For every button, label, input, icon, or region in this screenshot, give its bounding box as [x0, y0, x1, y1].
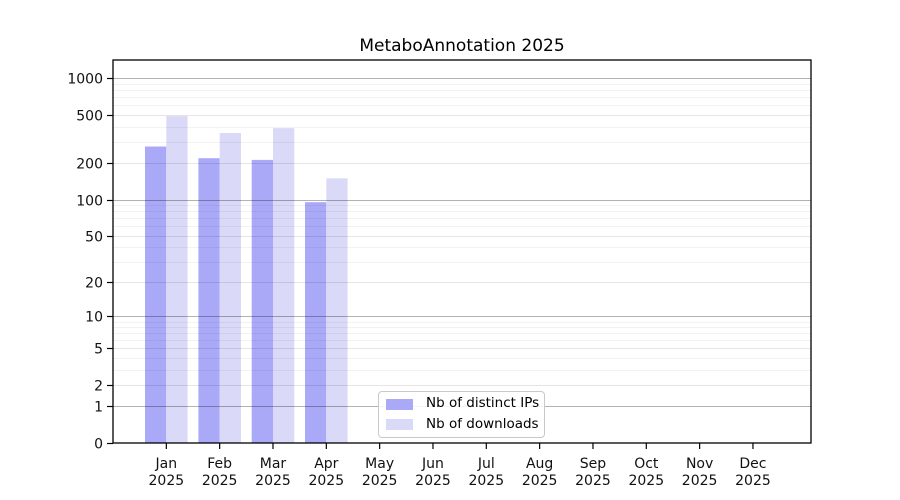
- bar-distinct-ips: [198, 158, 220, 443]
- chart-title: MetaboAnnotation 2025: [359, 36, 565, 56]
- plot-border: [112, 59, 812, 444]
- x-tick-label-month: Apr: [314, 456, 338, 472]
- legend-item-downloads: Nb of downloads: [386, 416, 539, 434]
- x-tick-label-year: 2025: [308, 473, 344, 489]
- bar-downloads: [326, 178, 348, 444]
- x-tick-label-year: 2025: [575, 473, 611, 489]
- x-tick-label-month: Aug: [526, 456, 553, 472]
- legend: Nb of distinct IPs Nb of downloads: [378, 391, 545, 438]
- x-tick-label-year: 2025: [415, 473, 451, 489]
- x-tick-label-year: 2025: [362, 473, 398, 489]
- bar-distinct-ips: [251, 159, 273, 443]
- x-tick-label-month: Nov: [686, 456, 713, 472]
- x-tick-label-year: 2025: [468, 473, 504, 489]
- y-tick-label: 1: [94, 400, 103, 416]
- y-tick-label: 500: [76, 109, 103, 125]
- x-tick-label-month: May: [365, 456, 394, 472]
- x-tick-label-year: 2025: [682, 473, 718, 489]
- x-tick-label-year: 2025: [149, 473, 185, 489]
- y-tick-label: 0: [94, 437, 103, 453]
- x-tick-label-year: 2025: [255, 473, 291, 489]
- x-tick-label-year: 2025: [522, 473, 558, 489]
- x-tick-label-year: 2025: [202, 473, 238, 489]
- y-tick-label: 200: [76, 157, 103, 173]
- bar-downloads: [219, 133, 241, 443]
- x-tick-label-month: Feb: [207, 456, 232, 472]
- y-tick-label: 50: [85, 230, 103, 246]
- x-tick-label-month: Sep: [580, 456, 607, 472]
- legend-swatch-downloads: [386, 419, 413, 431]
- legend-label-downloads: Nb of downloads: [426, 416, 539, 432]
- y-tick-label: 1000: [67, 72, 103, 88]
- bar-downloads: [166, 116, 188, 443]
- x-tick-label-month: Jul: [477, 456, 495, 472]
- x-tick-label-year: 2025: [735, 473, 771, 489]
- x-tick-label-year: 2025: [628, 473, 664, 489]
- bar-downloads: [273, 128, 295, 443]
- y-tick-label: 20: [85, 276, 103, 292]
- legend-label-distinct-ips: Nb of distinct IPs: [426, 395, 540, 412]
- x-tick-label-month: Dec: [739, 456, 766, 472]
- y-tick-label: 2: [94, 379, 103, 395]
- y-tick-label: 5: [94, 342, 103, 358]
- legend-swatch-distinct-ips: [386, 398, 413, 410]
- x-tick-label-month: Mar: [260, 456, 287, 472]
- x-tick-label-month: Jan: [155, 456, 178, 472]
- y-tick-label: 100: [76, 194, 103, 210]
- x-tick-label-month: Oct: [634, 456, 659, 472]
- y-tick-label: 10: [85, 310, 103, 326]
- bar-distinct-ips: [305, 202, 327, 443]
- legend-item-distinct-ips: Nb of distinct IPs: [386, 395, 539, 413]
- x-tick-label-month: Jun: [421, 456, 444, 472]
- bar-distinct-ips: [145, 146, 167, 443]
